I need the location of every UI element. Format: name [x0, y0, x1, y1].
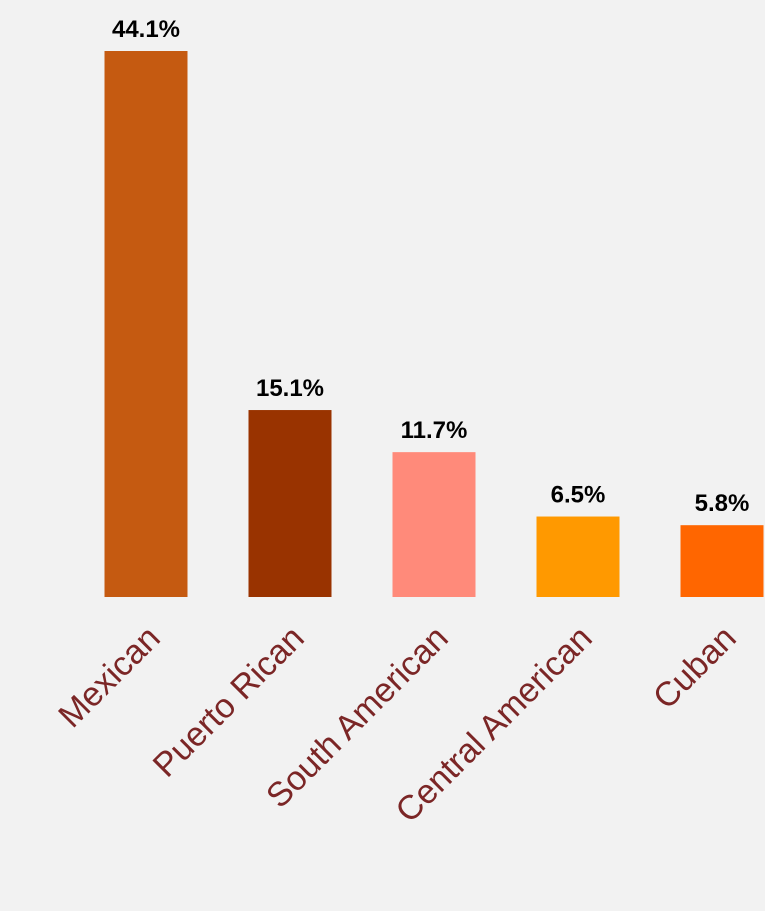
- value-label: 44.1%: [112, 16, 180, 43]
- category-label: Cuban: [646, 619, 744, 717]
- bar: [536, 516, 620, 597]
- bar: [248, 410, 332, 597]
- value-label: 11.7%: [401, 417, 468, 444]
- value-label: 15.1%: [256, 375, 324, 402]
- bar: [104, 51, 188, 597]
- bar: [392, 452, 476, 597]
- value-label: 6.5%: [551, 482, 606, 509]
- category-label: Mexican: [51, 619, 167, 735]
- bar: [680, 525, 764, 597]
- value-label: 5.8%: [695, 490, 750, 517]
